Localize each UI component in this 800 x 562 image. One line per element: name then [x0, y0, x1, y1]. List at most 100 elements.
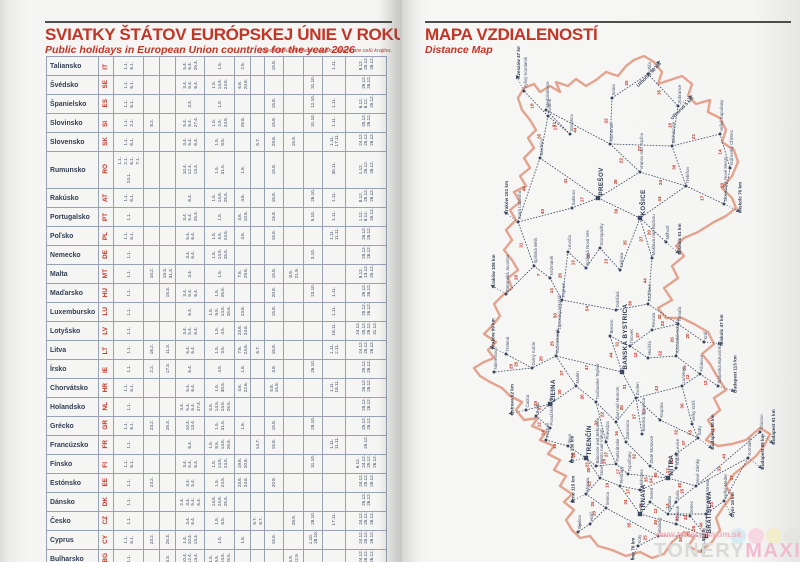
- distance-label: 16: [552, 443, 557, 449]
- country-name: Nemecko: [46, 245, 99, 265]
- road: [517, 157, 541, 223]
- country-code: LT: [98, 340, 114, 360]
- holiday-cell: [250, 94, 265, 114]
- holiday-cell: 1.11.17.11.: [322, 132, 346, 152]
- road: [689, 515, 707, 537]
- distance-label: 14: [549, 288, 554, 294]
- border-crossing-label: Ostrava 62 km: [509, 384, 514, 415]
- holiday-cell: 28.10.: [303, 511, 323, 531]
- country-name: Holandsko: [46, 397, 99, 417]
- holiday-cell: 1.12.25.12.26.12.: [345, 151, 387, 189]
- distance-label: 18: [667, 122, 672, 128]
- holiday-cell: 1.5.6.5.24.5.25.5.: [204, 549, 235, 562]
- distance-label: 20: [685, 333, 690, 339]
- holiday-cell: [283, 492, 304, 512]
- city-marker: [674, 500, 678, 504]
- page-title-right: MAPA VZDIALENOSTÍ: [425, 25, 598, 44]
- holiday-cell: 1.5.9.5.14.5.25.5.: [204, 302, 235, 322]
- road: [639, 477, 669, 491]
- distance-label: 12: [537, 422, 542, 428]
- city-marker: [544, 438, 548, 442]
- distance-label: 24: [658, 179, 663, 185]
- holiday-cell: 1.11.: [322, 113, 346, 133]
- border-arrow-icon: [675, 249, 680, 254]
- border-crossing-label: Rzeszów 47 km: [516, 46, 521, 79]
- holiday-cell: 1.5.: [204, 94, 235, 114]
- holiday-cell: [159, 188, 176, 208]
- distance-label: 46: [698, 522, 703, 528]
- holiday-cell: 23.2.: [143, 416, 160, 436]
- holiday-cell: [234, 397, 251, 417]
- distance-label: 30: [557, 389, 562, 395]
- distance-label: 36: [613, 208, 618, 214]
- road: [585, 247, 601, 269]
- road: [699, 373, 719, 387]
- road: [615, 421, 627, 443]
- border-arrow-icon: [769, 439, 774, 444]
- holiday-cell: 3.4.5.4.25.4.: [175, 207, 205, 227]
- holiday-cell: 12.10.: [303, 94, 323, 114]
- city-label: Liptovský Mikuláš: [557, 294, 562, 329]
- border-crossing-label: Kraków 108 km: [491, 254, 496, 287]
- city-marker: [636, 544, 640, 548]
- road: [681, 373, 701, 387]
- border-crossing-label: Miskolc 47 km: [719, 314, 724, 345]
- holiday-cell: [143, 302, 160, 322]
- holiday-cell: [303, 132, 323, 152]
- holiday-cell: [159, 56, 176, 76]
- holiday-cell: 25.12.26.12.: [345, 75, 387, 95]
- road: [545, 109, 611, 145]
- border-arrow-icon: [508, 411, 513, 415]
- city-label: Vráble: [675, 452, 680, 465]
- distance-label: 36: [680, 403, 685, 409]
- holiday-cell: 6.4.: [175, 435, 205, 455]
- holiday-cell: [143, 511, 160, 531]
- road: [605, 507, 659, 537]
- distance-label: 27: [635, 332, 640, 338]
- holiday-cell: [264, 75, 284, 95]
- city-marker: [680, 384, 684, 388]
- city-label: Veľké Kapušany: [719, 99, 724, 132]
- holiday-cell: [322, 397, 346, 417]
- country-row: Slovensko SK 1.1.6.1. 3.4.5.4.6.4. 1.5.8.5. 5…: [46, 132, 387, 152]
- holiday-cell: [234, 492, 251, 512]
- holiday-cell: 25.3.: [159, 530, 176, 550]
- holiday-cell: [283, 188, 304, 208]
- city-label: Sereď: [649, 487, 654, 499]
- holiday-cell: 1.11.: [322, 94, 346, 114]
- holiday-cell: [143, 75, 160, 95]
- city-label: Dolný Kubín: [531, 341, 536, 365]
- city-label: Tornaľa: [677, 306, 682, 321]
- city-marker: [640, 432, 644, 436]
- road: [611, 73, 649, 99]
- city-marker: [646, 356, 650, 360]
- holiday-cell: 30.11.: [322, 151, 346, 189]
- city-marker: [690, 422, 694, 426]
- distance-label: 26: [557, 273, 562, 279]
- page-subtitle-left: Public holidays in European Union countr…: [45, 44, 355, 56]
- city-marker: [570, 206, 574, 210]
- holiday-cell: [250, 113, 265, 133]
- city-label: Moldava nad Bodvou: [651, 214, 656, 256]
- holiday-cell: 1.1.: [113, 397, 144, 417]
- holiday-cell: 1.5.30.5.: [204, 378, 235, 398]
- holiday-cell: [143, 245, 160, 265]
- road: [599, 247, 621, 271]
- distance-label: 26: [669, 337, 674, 343]
- border-arrow-icon: [489, 346, 495, 350]
- city-marker: [728, 166, 732, 170]
- holiday-cell: 1.1.6.1.: [113, 56, 144, 76]
- holiday-cell: 3.4.: [175, 264, 205, 284]
- country-row: Česko CZ 1.1. 3.4.6.4. 1.5.8.5. 5.7.6.7. 28.9.…: [46, 511, 387, 531]
- distance-label: 35: [644, 477, 649, 483]
- city-label: Holíč: [589, 511, 594, 522]
- country-code: CZ: [98, 511, 114, 531]
- city-marker: [574, 384, 578, 388]
- distance-label: 17: [699, 195, 704, 201]
- border-arrow-icon: [730, 388, 736, 393]
- road: [615, 303, 649, 311]
- holiday-cell: [322, 549, 346, 562]
- city-label: Gelnica: [619, 252, 624, 267]
- holiday-cell: 6.9.22.9.: [283, 549, 304, 562]
- city-marker: [694, 484, 698, 488]
